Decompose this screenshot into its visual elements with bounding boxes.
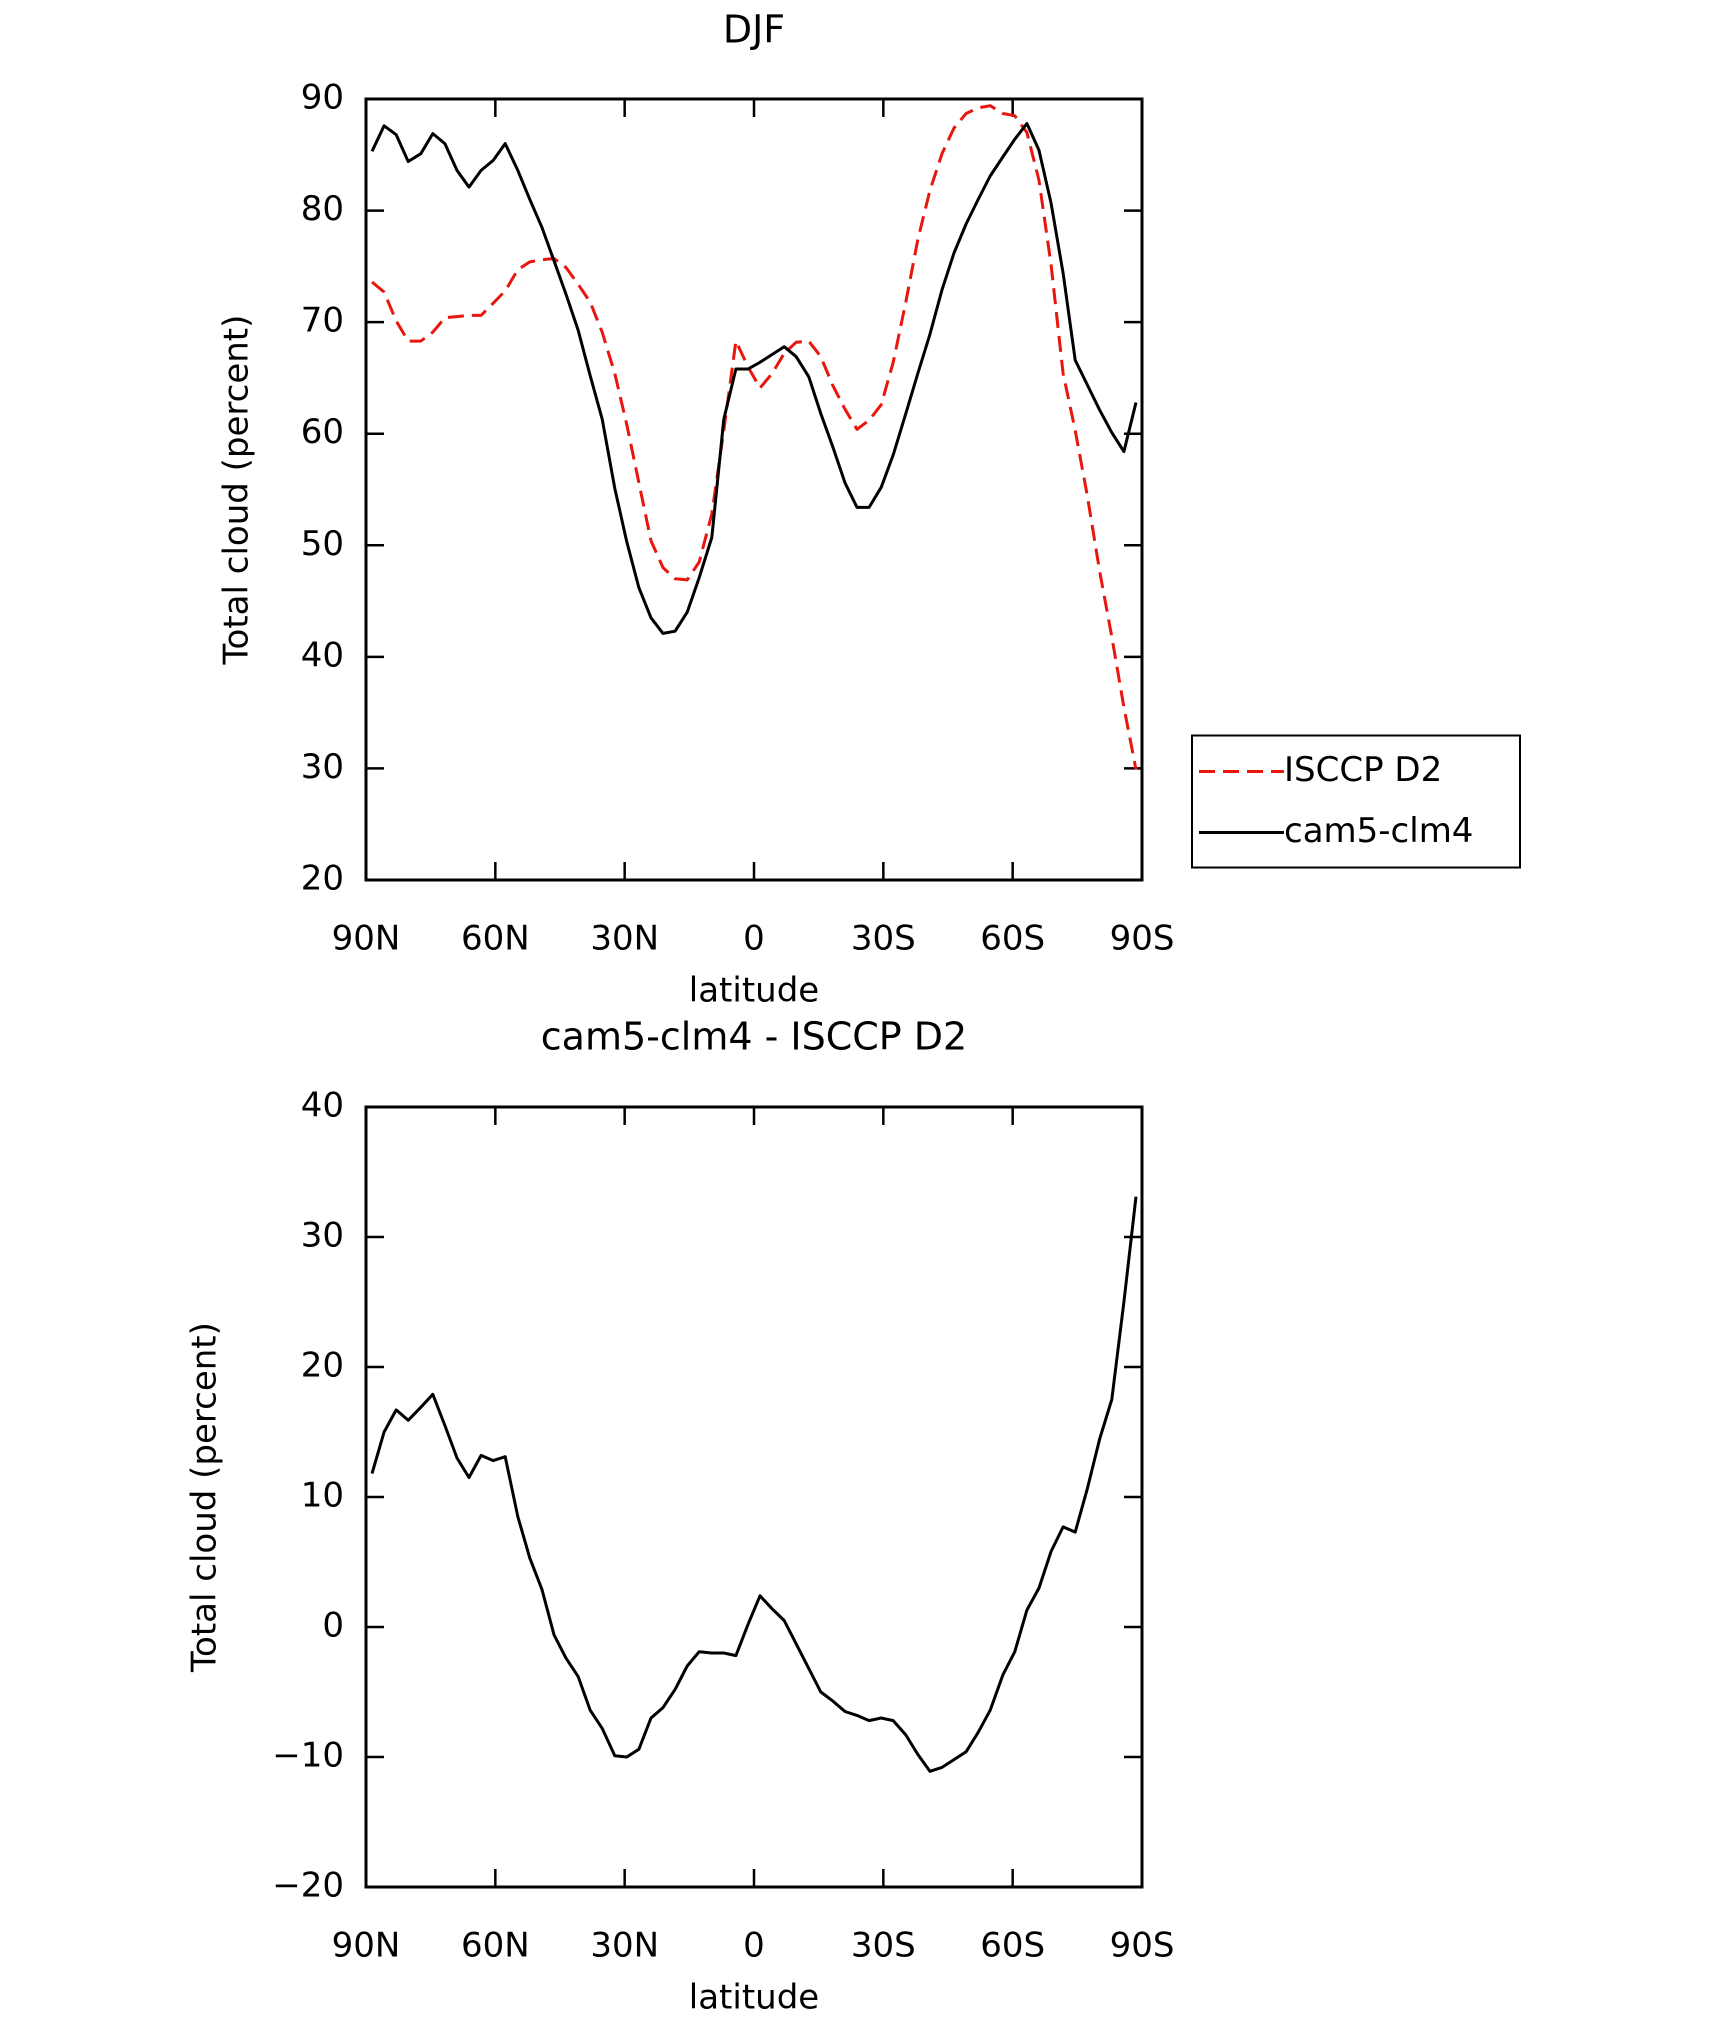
x-axis-label: latitude	[689, 971, 819, 1011]
y-tick-label: 50	[301, 524, 344, 564]
x-tick-label: 30S	[851, 919, 916, 959]
y-tick-label: 30	[301, 1216, 344, 1256]
x-tick-label: 90N	[332, 919, 401, 959]
plot-frame	[364, 97, 1144, 882]
x-tick-label: 60N	[461, 919, 530, 959]
y-tick-label: 40	[301, 635, 344, 675]
x-tick-label: 60S	[980, 1926, 1045, 1966]
y-tick-label: 80	[301, 189, 344, 229]
y-tick-label: 70	[301, 301, 344, 341]
series-line	[370, 122, 1138, 635]
y-tick-label: 90	[301, 78, 344, 118]
x-tick-label: 0	[743, 919, 765, 959]
y-tick-label: −10	[272, 1736, 344, 1776]
chart-title: DJF	[723, 8, 785, 52]
y-axis-label: Total cloud (percent)	[185, 1322, 225, 1673]
legend-label: cam5-clm4	[1284, 811, 1473, 851]
y-tick-label: 60	[301, 412, 344, 452]
y-tick-label: −20	[272, 1866, 344, 1906]
data-line	[370, 1196, 1138, 1773]
legend-box	[1191, 734, 1521, 869]
x-tick-label: 30N	[590, 919, 659, 959]
y-tick-label: 0	[322, 1606, 344, 1646]
legend-label: ISCCP D2	[1284, 750, 1442, 790]
y-axis-label: Total cloud (percent)	[217, 315, 257, 666]
y-tick-label: 30	[301, 747, 344, 787]
x-tick-label: 30N	[590, 1926, 659, 1966]
x-tick-label: 60S	[980, 919, 1045, 959]
plot-frame	[364, 1105, 1144, 1889]
x-axis-label: latitude	[689, 1978, 819, 2018]
x-tick-label: 0	[743, 1926, 765, 1966]
y-tick-label: 20	[301, 859, 344, 899]
x-tick-label: 90S	[1110, 919, 1175, 959]
x-tick-label: 60N	[461, 1926, 530, 1966]
series-line	[371, 104, 1138, 770]
y-tick-label: 20	[301, 1346, 344, 1386]
y-tick-label: 10	[301, 1476, 344, 1516]
chart-title: cam5-clm4 - ISCCP D2	[541, 1015, 967, 1059]
y-tick-label: 40	[301, 1086, 344, 1126]
x-tick-label: 90N	[332, 1926, 401, 1966]
x-tick-label: 30S	[851, 1926, 916, 1966]
x-tick-label: 90S	[1110, 1926, 1175, 1966]
